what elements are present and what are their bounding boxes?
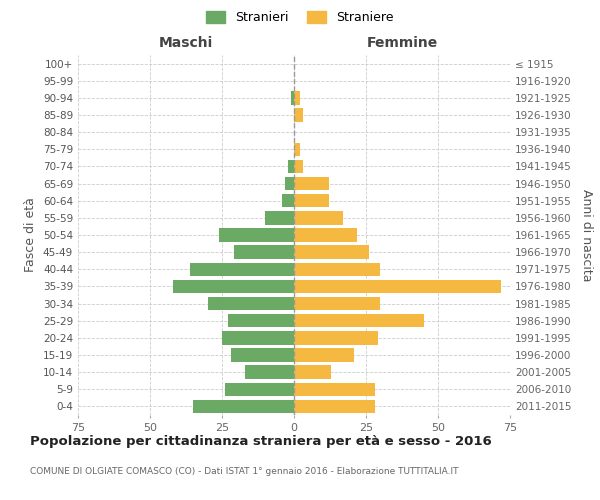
Bar [294,366,331,379]
Bar [219,228,294,241]
Bar [228,314,294,328]
Bar [294,108,302,122]
Bar [173,280,294,293]
Bar [233,246,294,259]
Bar [225,382,294,396]
Y-axis label: Fasce di età: Fasce di età [25,198,37,272]
Bar [193,400,294,413]
Text: Maschi: Maschi [159,36,213,50]
Bar [291,91,294,104]
Bar [294,400,374,413]
Bar [230,348,294,362]
Text: Popolazione per cittadinanza straniera per età e sesso - 2016: Popolazione per cittadinanza straniera p… [30,435,492,448]
Bar [208,297,294,310]
Bar [265,211,294,224]
Bar [294,246,369,259]
Bar [294,142,300,156]
Bar [288,160,294,173]
Bar [294,297,380,310]
Text: COMUNE DI OLGIATE COMASCO (CO) - Dati ISTAT 1° gennaio 2016 - Elaborazione TUTTI: COMUNE DI OLGIATE COMASCO (CO) - Dati IS… [30,468,458,476]
Bar [294,262,380,276]
Bar [294,331,377,344]
Bar [294,211,343,224]
Bar [222,331,294,344]
Bar [294,382,374,396]
Bar [190,262,294,276]
Bar [245,366,294,379]
Bar [283,194,294,207]
Bar [294,228,358,241]
Bar [294,314,424,328]
Text: Femmine: Femmine [367,36,437,50]
Legend: Stranieri, Straniere: Stranieri, Straniere [202,6,398,29]
Bar [294,91,300,104]
Bar [294,280,502,293]
Bar [286,177,294,190]
Bar [294,177,329,190]
Y-axis label: Anni di nascita: Anni di nascita [580,188,593,281]
Bar [294,348,355,362]
Bar [294,194,329,207]
Bar [294,160,302,173]
